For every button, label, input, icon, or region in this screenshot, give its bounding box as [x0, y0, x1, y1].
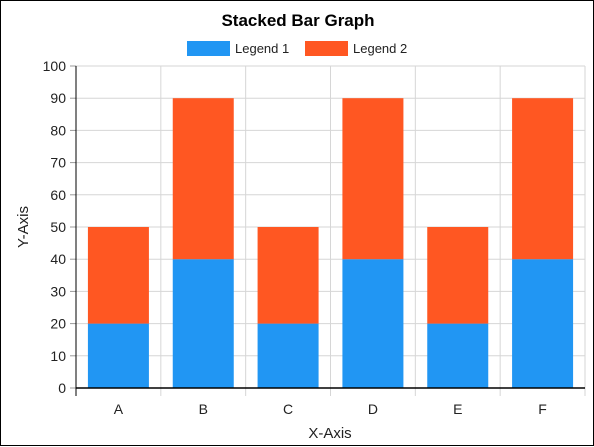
grid: [76, 66, 585, 396]
x-tick-label: F: [538, 401, 547, 417]
x-tick-label: C: [283, 401, 293, 417]
bar-segment: [342, 259, 403, 388]
bar-segment: [258, 324, 319, 388]
y-tick-label: 50: [50, 219, 66, 235]
chart-title: Stacked Bar Graph: [221, 11, 374, 30]
y-tick-label: 0: [58, 380, 66, 396]
legend-label: Legend 1: [235, 41, 289, 56]
y-tick-label: 60: [50, 187, 66, 203]
y-tick-label: 30: [50, 283, 66, 299]
bar-segment: [427, 227, 488, 324]
y-tick-label: 20: [50, 316, 66, 332]
bar-segment: [258, 227, 319, 324]
bar-segment: [512, 259, 573, 388]
x-tick-label: A: [114, 401, 124, 417]
y-tick-label: 40: [50, 251, 66, 267]
bar-segment: [173, 259, 234, 388]
y-tick-label: 90: [50, 90, 66, 106]
x-axis-title: X-Axis: [308, 425, 351, 442]
x-tick-label: D: [368, 401, 378, 417]
y-tick-label: 80: [50, 122, 66, 138]
bar-segment: [427, 324, 488, 388]
bar-segment: [342, 98, 403, 259]
bar-segment: [512, 98, 573, 259]
bar-segment: [88, 227, 149, 324]
y-axis-title: Y-Axis: [15, 206, 32, 248]
y-tick-label: 10: [50, 348, 66, 364]
bar-segment: [88, 324, 149, 388]
y-tick-label: 100: [43, 58, 67, 74]
x-tick-label: B: [199, 401, 208, 417]
legend-swatch: [305, 41, 348, 56]
legend: Legend 1 Legend 2: [187, 41, 407, 56]
bar-segment: [173, 98, 234, 259]
legend-swatch: [187, 41, 230, 56]
x-tick-label: E: [453, 401, 462, 417]
y-tick-label: 70: [50, 155, 66, 171]
legend-label: Legend 2: [353, 41, 407, 56]
